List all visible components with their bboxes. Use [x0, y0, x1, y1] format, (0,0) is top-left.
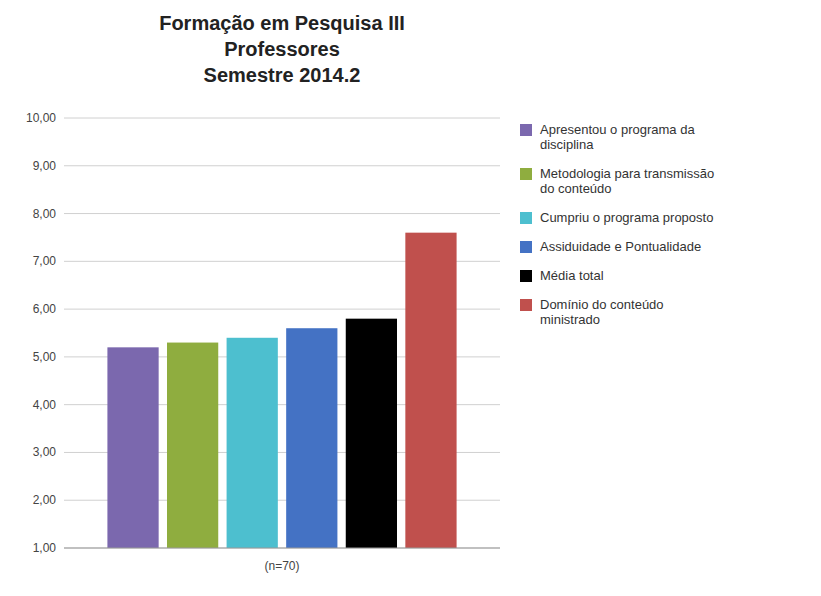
grid-line — [64, 548, 500, 549]
y-tick-label: 8,00 — [33, 207, 57, 221]
legend: Apresentou o programa dadisciplina Metodo… — [520, 122, 714, 327]
bar — [286, 328, 337, 548]
legend-label: Assiduidade e Pontualidade — [540, 239, 701, 254]
y-tick-label: 7,00 — [33, 254, 57, 268]
y-tick-label: 10,00 — [26, 111, 56, 125]
y-tick-label: 2,00 — [33, 493, 57, 507]
y-tick-label: 6,00 — [33, 302, 57, 316]
bar — [107, 347, 158, 548]
legend-label: Domínio do conteúdoministrado — [540, 297, 664, 327]
legend-swatch — [520, 168, 532, 180]
legend-label: Cumpriu o programa proposto — [540, 210, 713, 225]
bar — [227, 338, 278, 548]
y-tick-label: 1,00 — [33, 541, 57, 555]
grid-line — [64, 213, 500, 214]
legend-label: Apresentou o programa dadisciplina — [540, 122, 695, 152]
y-axis: 1,00 2,00 3,00 4,00 5,00 6,00 7,00 8,00 9,00 10,0… — [26, 111, 500, 555]
bar — [346, 319, 397, 548]
legend-swatch — [520, 241, 532, 253]
legend-swatch — [520, 124, 532, 136]
y-tick-label: 9,00 — [33, 159, 57, 173]
bars — [107, 233, 456, 548]
x-tick-label: (n=70) — [264, 559, 299, 573]
grid-line — [64, 118, 500, 119]
title: Formação em Pesquisa IIIProfessoresSemes… — [159, 12, 405, 86]
legend-swatch — [520, 212, 532, 224]
y-tick-label: 4,00 — [33, 398, 57, 412]
chart: Formação em Pesquisa IIIProfessoresSemes… — [0, 0, 821, 596]
bar — [167, 343, 218, 548]
bar — [405, 233, 456, 548]
grid-line — [64, 165, 500, 166]
legend-label: Metodologia para transmissãodo conteúdo — [540, 166, 714, 196]
legend-swatch — [520, 270, 532, 282]
y-tick-label: 3,00 — [33, 445, 57, 459]
y-tick-label: 5,00 — [33, 350, 57, 364]
x-axis-line — [64, 548, 500, 549]
legend-swatch — [520, 299, 532, 311]
legend-label: Média total — [540, 268, 604, 283]
